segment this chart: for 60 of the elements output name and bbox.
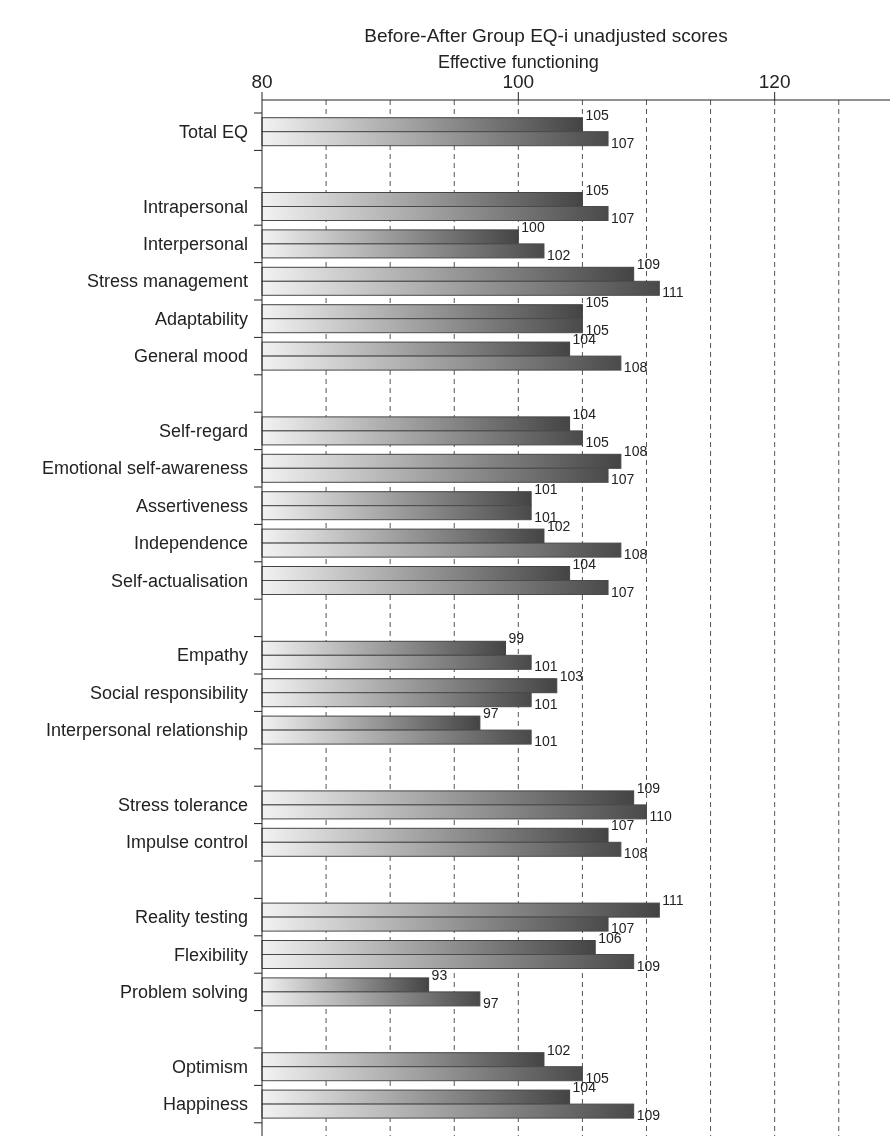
data-label: 100 — [521, 218, 545, 235]
y-tick-label: General mood — [133, 346, 248, 367]
data-label: 102 — [546, 1041, 571, 1058]
x-tick-label: 120 — [758, 71, 791, 92]
y-tick-label: Interpersonal — [142, 233, 248, 254]
data-label: 101 — [534, 658, 558, 675]
data-label: 109 — [636, 256, 661, 273]
data-label: 105 — [585, 106, 609, 123]
data-label: 108 — [623, 359, 648, 376]
x-tick-label: 80 — [251, 71, 273, 92]
data-label: 105 — [585, 433, 609, 450]
data-label: 93 — [431, 966, 448, 983]
data-label: 104 — [572, 555, 597, 572]
y-tick-label: Assertiveness — [135, 495, 248, 516]
y-tick-label: Interpersonal relationship — [45, 720, 248, 741]
data-label: 101 — [534, 733, 558, 750]
y-tick-label: Optimism — [172, 1056, 248, 1077]
data-label: 97 — [482, 705, 499, 722]
y-tick-label: Self-actualisation — [110, 570, 248, 591]
y-tick-label: Self-regard — [158, 420, 248, 441]
data-label: 108 — [623, 845, 648, 862]
data-label: 107 — [611, 209, 635, 226]
data-label: 103 — [559, 667, 584, 684]
data-label: 97 — [482, 994, 499, 1011]
y-tick-label: Problem solving — [119, 981, 248, 1002]
data-label: 111 — [662, 284, 684, 301]
y-tick-label: Flexibility — [173, 944, 248, 965]
y-tick-label: Intrapersonal — [142, 196, 248, 217]
data-label: 104 — [572, 405, 597, 422]
y-tick-label: Social responsibility — [89, 682, 248, 703]
data-label: 107 — [611, 583, 635, 600]
data-label: 105 — [585, 293, 609, 310]
chart-title: Before-After Group EQ-i unadjusted scores — [364, 25, 728, 46]
x-axis-title: Effective functioning — [437, 52, 599, 72]
y-tick-label: Total EQ — [178, 121, 248, 142]
y-tick-label: Emotional self-awareness — [41, 458, 248, 479]
data-label: 109 — [636, 779, 661, 796]
data-label: 102 — [546, 246, 571, 263]
data-label: 108 — [623, 546, 648, 563]
data-label: 108 — [623, 443, 648, 460]
y-tick-label: Empathy — [176, 645, 248, 666]
data-label: 99 — [508, 630, 525, 647]
data-label: 107 — [611, 134, 635, 151]
data-label: 107 — [611, 471, 635, 488]
y-tick-label: Impulse control — [125, 832, 248, 853]
y-tick-label: Reality testing — [134, 907, 248, 928]
y-tick-label: Stress management — [86, 271, 248, 292]
data-label: 109 — [636, 957, 661, 974]
y-tick-label: Adaptability — [154, 308, 248, 329]
data-label: 111 — [662, 892, 684, 909]
data-label: 101 — [534, 480, 558, 497]
y-tick-label: Independence — [133, 533, 248, 554]
data-label: 110 — [649, 807, 673, 824]
data-label: 107 — [611, 817, 635, 834]
data-label: 109 — [636, 1107, 661, 1124]
data-label: 105 — [585, 181, 609, 198]
x-tick-label: 100 — [502, 71, 535, 92]
data-label: 101 — [534, 695, 558, 712]
y-tick-label: Stress tolerance — [117, 794, 248, 815]
y-tick-label: Happiness — [162, 1094, 248, 1115]
